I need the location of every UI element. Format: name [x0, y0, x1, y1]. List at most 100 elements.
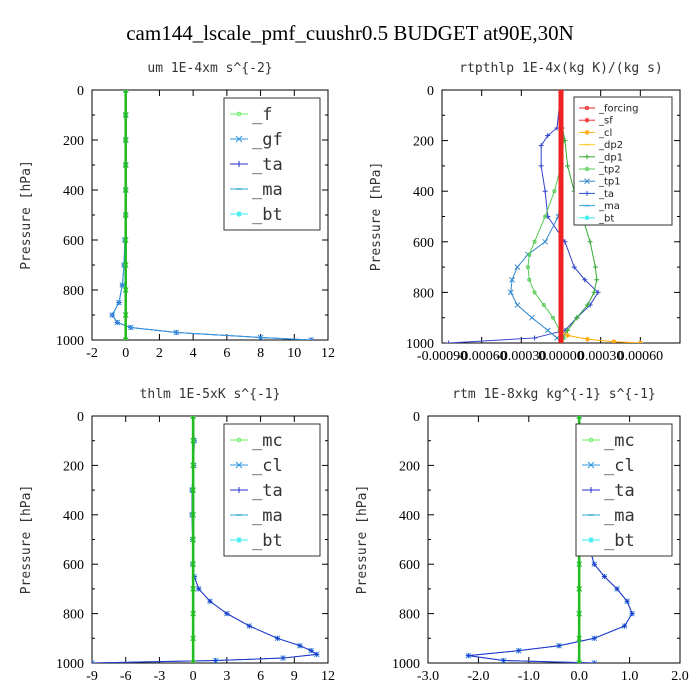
legend-marker: [584, 215, 590, 221]
series-group: [446, 90, 643, 343]
x-tick-label: 2.0: [671, 669, 689, 684]
legend-marker: [236, 111, 242, 117]
data-point-forcing: [559, 138, 563, 143]
data-point-gf: [116, 299, 122, 306]
legend-entry-label: _bt: [252, 205, 283, 225]
data-point-ta: [308, 337, 314, 340]
legend-entry-label: _bt: [252, 531, 283, 551]
y-tick-label: 400: [63, 184, 84, 199]
y-axis-label: Pressure [hPa]: [355, 485, 370, 595]
legend-entry-label: _ta: [252, 155, 283, 175]
x-tick-label: -3: [154, 669, 166, 684]
data-point-tp2: [527, 277, 532, 282]
data-point-bt: [122, 312, 129, 318]
data-point-bt: [190, 586, 196, 592]
legend-entry-label: _dp2: [598, 140, 623, 151]
x-tick-label: 0.00060: [618, 349, 664, 364]
data-point-cl: [611, 339, 617, 343]
data-point-tp1: [514, 264, 521, 270]
data-point-ta: [542, 188, 548, 194]
data-point-gf: [308, 337, 314, 340]
figure-title: cam144_lscale_pmf_cuushr0.5 BUDGET at90E…: [126, 21, 574, 45]
y-tick-label: 800: [399, 608, 420, 623]
legend-entry-label: _tp1: [598, 177, 621, 188]
data-point-tp2: [532, 290, 537, 295]
x-tick-label: 6: [223, 346, 230, 361]
legend-marker: [587, 461, 595, 469]
legend-entry-label: _gf: [252, 130, 283, 150]
legend-entry-label: _ma: [598, 201, 620, 212]
legend-entry-label: _ma: [252, 180, 283, 200]
legend-marker: [584, 129, 590, 135]
y-tick-label: 0: [77, 84, 84, 99]
data-point-ta: [591, 660, 597, 663]
data-point-gf: [127, 324, 134, 331]
data-point-bt: [576, 416, 583, 419]
data-point-tp2: [551, 315, 556, 320]
data-point-bt: [190, 635, 196, 642]
panel-title: rtm 1E-8xkg kg^{-1} s^{-1}: [452, 387, 656, 402]
data-point-dp1: [591, 289, 597, 295]
x-tick-label: -6: [120, 669, 132, 684]
y-axis-label: Pressure [hPa]: [19, 160, 34, 270]
x-tick-label: 0: [190, 669, 197, 684]
y-tick-label: 0: [77, 410, 84, 425]
data-point-bt: [576, 635, 583, 642]
x-tick-label: -0.00030: [496, 349, 546, 364]
y-tick-label: 600: [399, 558, 420, 573]
data-point-ta: [446, 340, 452, 343]
data-point-tp2: [525, 265, 530, 270]
x-tick-label: 8: [257, 346, 264, 361]
legend-entry-label: _dp1: [598, 152, 623, 163]
data-point-ta: [196, 586, 202, 592]
data-point-tp1: [529, 314, 535, 321]
data-point-tp1: [514, 302, 521, 308]
data-point-ta: [501, 658, 507, 663]
data-point-dp1: [587, 239, 593, 245]
data-point-ta: [538, 163, 544, 169]
data-point-ta: [246, 623, 252, 629]
data-point-ta: [224, 611, 230, 617]
legend-marker: [584, 190, 590, 196]
legend-entry-label: _ta: [252, 481, 283, 501]
panel-title: rtpthlp 1E-4x(kg K)/(kg s): [459, 61, 663, 76]
y-tick-label: 200: [63, 459, 84, 474]
x-tick-label: -1.0: [518, 669, 540, 684]
legend-marker: [236, 537, 242, 543]
legend-entry-label: _bt: [598, 213, 614, 224]
y-tick-label: 600: [63, 558, 84, 573]
x-tick-label: 1.0: [621, 669, 639, 684]
x-tick-label: 0.00000: [538, 349, 584, 364]
legend: _mc _cl _ta _ma _bt: [575, 423, 673, 557]
data-point-bt: [576, 660, 583, 663]
data-point-ta: [280, 655, 286, 661]
legend-entry-label: _forcing: [598, 104, 639, 115]
data-point-cl: [637, 340, 643, 343]
x-tick-label: 4: [190, 346, 197, 361]
series-line-tp1: [510, 90, 562, 343]
legend-entry-label: _bt: [604, 531, 635, 551]
data-point-gf: [109, 312, 116, 318]
legend: _f _gf _ta _ma _bt: [223, 97, 321, 231]
x-tick-label: 3: [223, 669, 230, 684]
data-point-ta: [213, 658, 219, 663]
data-point-bt: [190, 561, 196, 568]
data-point-ta: [582, 277, 588, 283]
x-tick-label: 0.00030: [578, 349, 624, 364]
legend-entry-label: _ta: [604, 481, 635, 501]
data-point-gf: [119, 282, 126, 288]
legend-entry-label: _sf: [598, 116, 613, 127]
x-tick-label: 12: [321, 346, 335, 361]
data-point-dp1: [584, 302, 590, 308]
data-point-bt: [122, 162, 129, 168]
legend-marker: [588, 537, 594, 543]
y-tick-label: 200: [63, 134, 84, 149]
data-point-forcing: [559, 239, 563, 244]
y-tick-label: 800: [63, 284, 84, 299]
x-tick-label: -3.0: [417, 669, 439, 684]
data-point-ta: [571, 264, 577, 270]
data-point-gf: [114, 319, 121, 326]
y-tick-label: 600: [413, 236, 434, 251]
data-point-forcing: [559, 290, 563, 295]
x-tick-label: -2: [86, 346, 98, 361]
